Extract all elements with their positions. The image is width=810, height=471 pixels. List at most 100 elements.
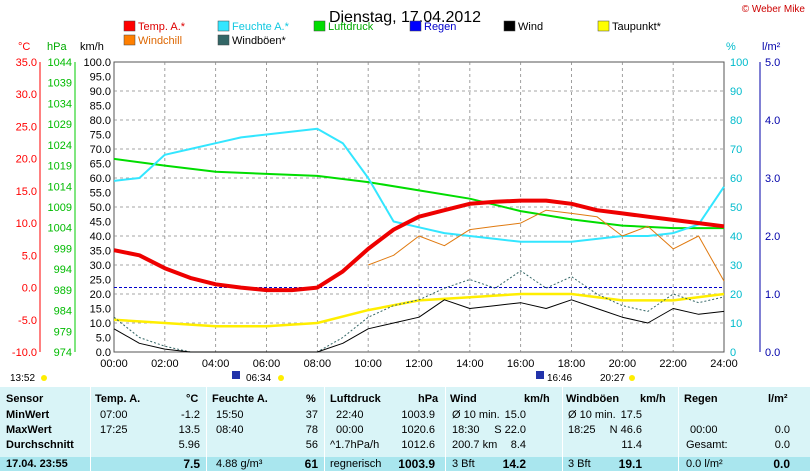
rain-axis-label: l/m² — [762, 41, 781, 53]
now-weather-text: regnerisch — [330, 458, 382, 470]
header-gust: Windböen — [566, 393, 620, 405]
x-tick-label: 22:00 — [659, 358, 687, 370]
celsius-tick-label: 25.0 — [16, 121, 37, 133]
min-temp-time: 07:00 — [100, 409, 128, 421]
kmh-tick-label: 70.0 — [90, 144, 111, 156]
percent-tick-label: 40 — [730, 231, 742, 243]
x-tick-label: 02:00 — [151, 358, 179, 370]
max-rain-time: 00:00 — [690, 424, 718, 436]
celsius-axis-label: °C — [18, 41, 30, 53]
legend-swatch — [217, 20, 230, 32]
max-temp-time: 17:25 — [100, 424, 128, 436]
celsius-tick-label: 20.0 — [16, 154, 37, 166]
row-min-label: MinWert — [6, 409, 50, 421]
current-row-highlight — [0, 457, 810, 471]
legend-label: Luftdruck — [328, 21, 374, 33]
min-temp-value: -1.2 — [181, 409, 200, 421]
x-tick-label: 12:00 — [405, 358, 433, 370]
kmh-tick-label: 0.0 — [96, 347, 111, 359]
rain-tick-label: 3.0 — [765, 173, 780, 185]
sunset-label: 20:27 — [600, 373, 625, 384]
avg-rain-value: 0.0 — [774, 439, 790, 451]
header-pressure: Luftdruck — [330, 393, 381, 405]
kmh-tick-label: 65.0 — [90, 159, 111, 171]
avg-temp-value: 5.96 — [178, 439, 200, 451]
now-humidity-abs: 4.88 g/m³ — [216, 458, 263, 470]
avg-gust-value: 11.4 — [621, 439, 642, 451]
header-sensor: Sensor — [6, 393, 44, 405]
celsius-tick-label: 10.0 — [16, 218, 37, 230]
kmh-tick-label: 50.0 — [90, 202, 111, 214]
legend-label: Regen — [424, 21, 456, 33]
hpa-tick-label: 974 — [54, 347, 72, 359]
header-temp: Temp. A. — [95, 393, 141, 405]
hpa-tick-label: 1014 — [48, 181, 72, 193]
max-humidity-value: 78 — [305, 424, 318, 436]
kmh-tick-label: 15.0 — [90, 304, 111, 316]
legend-swatch — [123, 34, 136, 46]
max-pressure-value: 1020.6 — [401, 424, 435, 436]
header-wind-unit: km/h — [524, 393, 550, 405]
x-tick-label: 18:00 — [558, 358, 586, 370]
hpa-tick-label: 1019 — [48, 161, 72, 173]
sun-icon — [41, 375, 47, 381]
percent-axis-label: % — [726, 41, 736, 53]
hpa-tick-label: 1004 — [48, 223, 72, 235]
avg-pressure-value: 1012.6 — [401, 439, 435, 451]
min-humidity-value: 37 — [305, 409, 318, 421]
header-rain: Regen — [684, 393, 718, 405]
series-wind — [113, 299, 725, 353]
row-max-label: MaxWert — [6, 424, 52, 436]
max-gust-desc: N 46.6 — [609, 424, 642, 436]
celsius-tick-label: -5.0 — [18, 315, 37, 327]
legend-swatch — [313, 20, 326, 32]
celsius-tick-label: -10.0 — [12, 347, 37, 359]
percent-tick-label: 90 — [730, 86, 742, 98]
percent-tick-label: 50 — [730, 202, 742, 214]
row-now-label: 17.04. 23:55 — [6, 458, 68, 470]
legend-swatch — [123, 20, 136, 32]
kmh-tick-label: 45.0 — [90, 217, 111, 229]
kmh-tick-label: 85.0 — [90, 101, 111, 113]
hpa-tick-label: 1024 — [48, 140, 72, 152]
hpa-tick-label: 979 — [54, 326, 72, 338]
legend-swatch — [409, 20, 422, 32]
percent-tick-label: 80 — [730, 115, 742, 127]
series-windchill — [368, 209, 725, 282]
percent-tick-label: 70 — [730, 144, 742, 156]
celsius-tick-label: 5.0 — [22, 250, 37, 262]
series-taupunkt — [113, 292, 725, 328]
max-pressure-time: 00:00 — [336, 424, 364, 436]
x-tick-label: 04:00 — [202, 358, 230, 370]
max-rain-value: 0.0 — [774, 424, 790, 436]
now-humidity-value: 61 — [304, 457, 318, 471]
header-humidity-unit: % — [306, 393, 316, 405]
avg-pressure-trend: ^1.7hPa/h — [330, 439, 380, 451]
moonrise-label: 16:46 — [547, 373, 572, 384]
legend-label: Windchill — [138, 35, 182, 47]
max-temp-value: 13.5 — [178, 424, 200, 436]
min-gust-desc: Ø 10 min. — [568, 409, 616, 421]
hpa-tick-label: 1029 — [48, 119, 72, 131]
kmh-tick-label: 30.0 — [90, 260, 111, 272]
min-wind-value: 15.0 — [504, 409, 526, 421]
series-temp-a — [113, 198, 725, 293]
now-pressure-value: 1003.9 — [398, 457, 435, 471]
hpa-tick-label: 1034 — [48, 98, 72, 110]
kmh-tick-label: 90.0 — [90, 86, 111, 98]
header-temp-unit: °C — [186, 393, 199, 405]
legend-swatch — [597, 20, 610, 32]
kmh-axis-label: km/h — [80, 41, 104, 53]
avg-rain-desc: Gesamt: — [686, 439, 728, 451]
legend-swatch — [503, 20, 516, 32]
hpa-tick-label: 999 — [54, 243, 72, 255]
min-pressure-value: 1003.9 — [401, 409, 435, 421]
series-luftdruck — [113, 157, 724, 230]
rain-tick-label: 1.0 — [765, 289, 780, 301]
kmh-tick-label: 100.0 — [83, 57, 111, 69]
min-humidity-time: 15:50 — [216, 409, 244, 421]
kmh-tick-label: 75.0 — [90, 130, 111, 142]
max-humidity-time: 08:40 — [216, 424, 244, 436]
legend-label: Taupunkt* — [612, 21, 662, 33]
avg-wind-value: 8.4 — [510, 439, 526, 451]
